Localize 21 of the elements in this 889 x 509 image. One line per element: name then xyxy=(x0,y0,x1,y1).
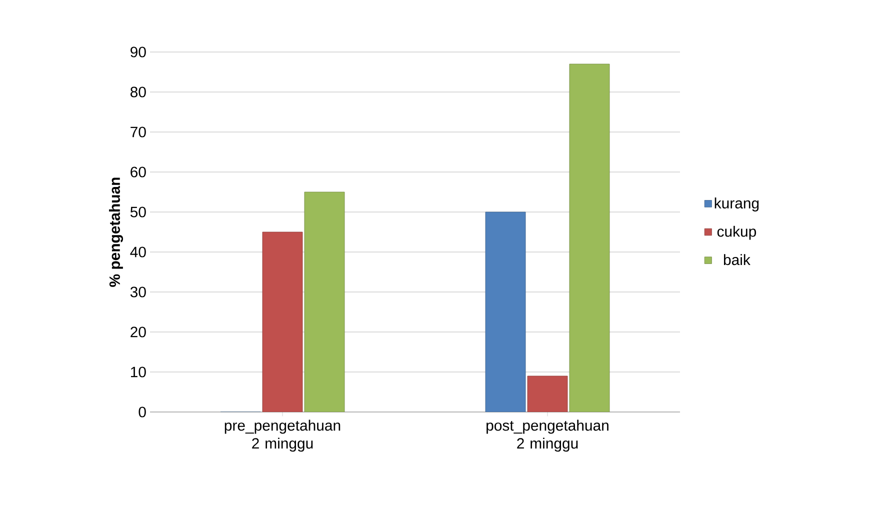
bar xyxy=(527,376,568,412)
y-tick-label: 20 xyxy=(130,326,146,338)
legend-label: cukup xyxy=(717,226,756,240)
y-tick-label: 80 xyxy=(130,86,146,98)
bar xyxy=(304,192,345,412)
bar xyxy=(262,232,303,412)
bar xyxy=(569,64,610,412)
y-tick-label: 60 xyxy=(130,166,146,178)
x-tick-label: pre_pengetahuan 2 minggu xyxy=(224,420,340,452)
x-tick-label: post_pengetahuan 2 minggu xyxy=(486,420,608,452)
y-tick-label: 40 xyxy=(130,246,146,258)
y-tick-label: 30 xyxy=(130,286,146,298)
y-tick-label: 70 xyxy=(130,126,146,138)
y-tick-label: 10 xyxy=(131,366,146,378)
bar xyxy=(485,212,526,412)
legend-label: baik xyxy=(724,254,750,266)
legend-label: kurang xyxy=(714,198,759,212)
y-tick-label: 0 xyxy=(138,406,146,418)
y-tick-label: 90 xyxy=(130,46,146,58)
y-axis-title: % pengetahuan xyxy=(109,178,124,287)
y-tick-label: 50 xyxy=(130,206,146,218)
